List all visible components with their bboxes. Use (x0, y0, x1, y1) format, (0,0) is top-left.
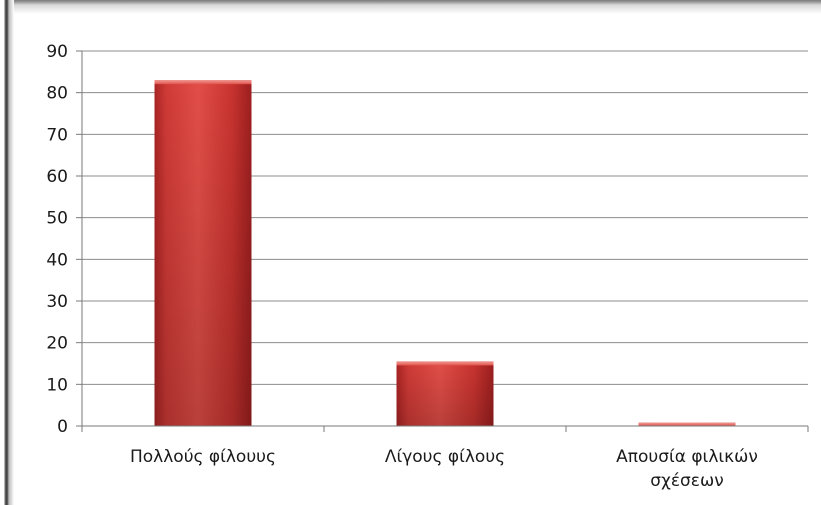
y-axis-ticks: 0 10 20 30 40 50 60 70 80 90 (46, 42, 82, 437)
y-tick-label: 30 (46, 292, 68, 312)
y-tick-label: 60 (46, 167, 68, 187)
y-tick-label: 90 (46, 42, 68, 62)
y-tick-label: 40 (46, 250, 68, 270)
y-tick-label: 10 (46, 375, 68, 395)
y-tick-label: 80 (46, 84, 68, 104)
bar (397, 361, 494, 426)
bars-group (155, 80, 736, 426)
bar-shade (397, 361, 494, 426)
bar-shade (155, 80, 252, 426)
x-category-label: Πολλούς φίλουυς (130, 447, 276, 467)
y-tick-label: 0 (57, 417, 68, 437)
bar (155, 80, 252, 426)
y-tick-label: 70 (46, 125, 68, 145)
x-axis-labels: Πολλούς φίλουυς Λίγους φίλους Απουσία φιλι… (130, 447, 758, 491)
x-category-label: Απουσία φιλικών σχέσεων (616, 447, 758, 491)
y-tick-label: 20 (46, 334, 68, 354)
x-category-label: Λίγους φίλους (385, 447, 505, 467)
y-tick-label: 50 (46, 209, 68, 229)
bar-top-highlight (155, 80, 252, 84)
bar-top-highlight (397, 361, 494, 365)
